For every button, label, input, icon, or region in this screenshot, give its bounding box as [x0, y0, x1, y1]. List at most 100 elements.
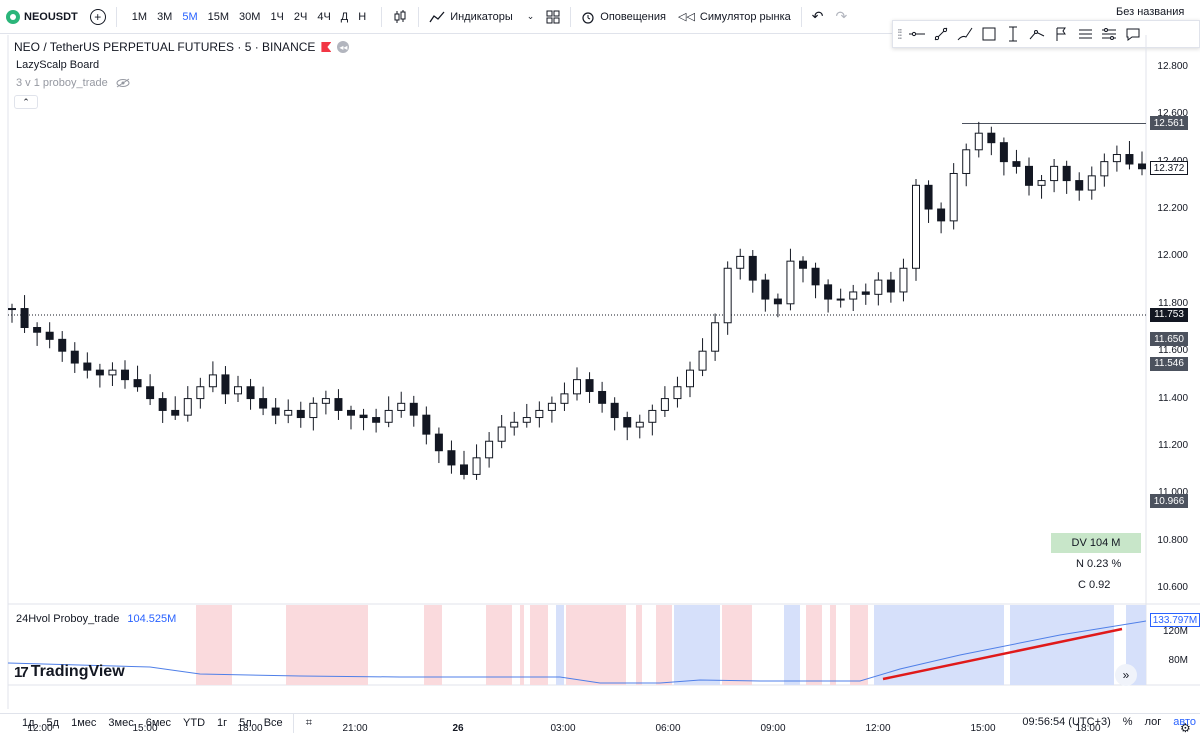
- volume-zone: [674, 605, 720, 685]
- candle-body: [522, 417, 531, 423]
- range-6[interactable]: 1г: [217, 717, 228, 729]
- candle-body: [610, 402, 619, 419]
- eye-hidden-icon[interactable]: [116, 78, 130, 88]
- timeframe-group: 1М 3М 5М 15М 30М 1Ч 2Ч 4Ч Д Н: [121, 0, 377, 34]
- timeframe-6[interactable]: 2Ч: [293, 10, 308, 23]
- candle-body: [296, 409, 305, 419]
- candle-body: [1025, 165, 1033, 186]
- board-n: N 0.23 %: [1076, 558, 1122, 570]
- board-c: C 0.92: [1078, 579, 1111, 591]
- gear-icon[interactable]: ⚙: [1180, 721, 1191, 735]
- candle-body: [409, 402, 418, 416]
- range-3[interactable]: 3мес: [108, 717, 134, 729]
- settings-lines-tool[interactable]: [1097, 22, 1121, 46]
- candle-body: [585, 379, 594, 392]
- rectangle-icon: [982, 27, 996, 41]
- chart-type-button[interactable]: [386, 0, 414, 34]
- candle-body: [773, 298, 782, 305]
- rectangle-tool[interactable]: [977, 22, 1001, 46]
- timeframe-2[interactable]: 5М: [182, 10, 198, 23]
- timeframe-0[interactable]: 1М: [131, 10, 148, 23]
- pause-icon[interactable]: ◂◂: [337, 41, 350, 53]
- range-4[interactable]: 6мес: [145, 717, 172, 729]
- list-tool[interactable]: [1073, 22, 1097, 46]
- layout-name[interactable]: Без названия: [1116, 6, 1185, 18]
- range-2[interactable]: 1мес: [71, 717, 97, 729]
- timeframe-7[interactable]: 4Ч: [317, 10, 331, 23]
- replay-button[interactable]: ◁◁ Симулятор рынка: [672, 0, 797, 34]
- range-7[interactable]: 5л: [239, 717, 252, 729]
- settings-lines-icon: [1101, 28, 1116, 40]
- candle-body: [434, 433, 443, 452]
- trend-line-tool[interactable]: [929, 22, 953, 46]
- candle-body: [1087, 175, 1096, 191]
- date-ranges: 1д 5д 1мес 3мес 6мес YTD 1г 5л Все: [0, 717, 289, 729]
- compare-button[interactable]: +: [84, 0, 112, 34]
- indicator-lazyscalp[interactable]: LazyScalp Board: [16, 59, 100, 71]
- note-tool[interactable]: [1121, 22, 1145, 46]
- timeframe-5[interactable]: 1Ч: [270, 10, 284, 23]
- candle-body: [146, 386, 155, 400]
- sub-indicator-legend[interactable]: 24Hvol Proboy_trade 104.525M: [16, 613, 176, 625]
- candle-body: [1100, 161, 1109, 177]
- range-1[interactable]: 5д: [46, 717, 60, 729]
- candle-body: [974, 132, 983, 151]
- drawing-toolbar: ⁞⁞: [892, 20, 1200, 48]
- symbol-search[interactable]: NEOUSDT: [0, 0, 84, 34]
- log-toggle[interactable]: лог: [1144, 716, 1162, 728]
- redo-button[interactable]: ↷: [830, 0, 854, 34]
- candle-body: [284, 409, 293, 416]
- candle-body: [623, 417, 632, 428]
- tradingview-logo[interactable]: 17 TradingView: [14, 663, 125, 681]
- price-label: 11.400: [1158, 392, 1188, 404]
- chart-area[interactable]: NEO / TetherUS PERPETUAL FUTURES · 5 · B…: [0, 35, 1200, 735]
- range-5[interactable]: YTD: [183, 717, 206, 729]
- brush-tool[interactable]: [953, 22, 977, 46]
- grip-icon[interactable]: ⁞⁞: [897, 26, 903, 42]
- volume-zone: [656, 605, 672, 685]
- time-label: 18:00: [237, 723, 263, 734]
- auto-toggle[interactable]: авто: [1173, 716, 1196, 728]
- candle-body: [535, 409, 544, 419]
- indicators-button[interactable]: Индикаторы ⌄: [423, 0, 540, 34]
- sub-indicator-value: 104.525M: [127, 613, 177, 625]
- time-axis[interactable]: 12:00 15:00 18:00 21:00 26 03:00 06:00 09:00 12:…: [0, 719, 1200, 739]
- percent-toggle[interactable]: %: [1122, 716, 1133, 728]
- timeframe-1[interactable]: 3М: [157, 10, 173, 23]
- clock[interactable]: 09:56:54 (UTC+3): [1022, 716, 1111, 728]
- horizontal-line-tool[interactable]: [905, 22, 929, 46]
- candle-body: [635, 421, 644, 428]
- candle-body: [912, 184, 920, 269]
- undo-button[interactable]: ↶: [806, 0, 830, 34]
- indicator-proboy[interactable]: 3 v 1 proboy_trade: [16, 77, 130, 89]
- path-tool[interactable]: [1025, 22, 1049, 46]
- flag-tool[interactable]: [1049, 22, 1073, 46]
- path-icon: [1029, 30, 1045, 40]
- range-8[interactable]: Все: [263, 717, 283, 729]
- timeframe-3[interactable]: 15М: [207, 10, 230, 23]
- flag-icon[interactable]: [321, 42, 332, 52]
- candle-body: [259, 398, 268, 409]
- timeframe-4[interactable]: 30М: [239, 10, 261, 23]
- timeframe-9[interactable]: Н: [358, 10, 367, 23]
- alerts-button[interactable]: Оповещения: [575, 0, 672, 34]
- candle-body: [849, 291, 858, 300]
- timeframe-8[interactable]: Д: [340, 10, 349, 23]
- range-0[interactable]: 1д: [22, 717, 35, 729]
- price-label: 10.600: [1157, 582, 1188, 594]
- volume-zone: [556, 605, 564, 685]
- goto-date-icon[interactable]: ⌗: [305, 716, 312, 729]
- candle-body: [171, 409, 180, 416]
- candle-body: [711, 322, 720, 352]
- candle-body: [58, 338, 67, 352]
- vertical-line-tool[interactable]: [1001, 22, 1025, 46]
- brush-icon: [957, 27, 973, 41]
- price-chart[interactable]: [0, 35, 1200, 709]
- divider: [381, 6, 383, 27]
- collapse-legend-button[interactable]: ⌃: [14, 95, 38, 109]
- scroll-to-realtime-button[interactable]: »: [1115, 664, 1137, 686]
- candle-body: [1125, 154, 1134, 165]
- layouts-button[interactable]: [540, 0, 566, 34]
- candle-body: [460, 464, 468, 475]
- candle-body: [598, 390, 607, 404]
